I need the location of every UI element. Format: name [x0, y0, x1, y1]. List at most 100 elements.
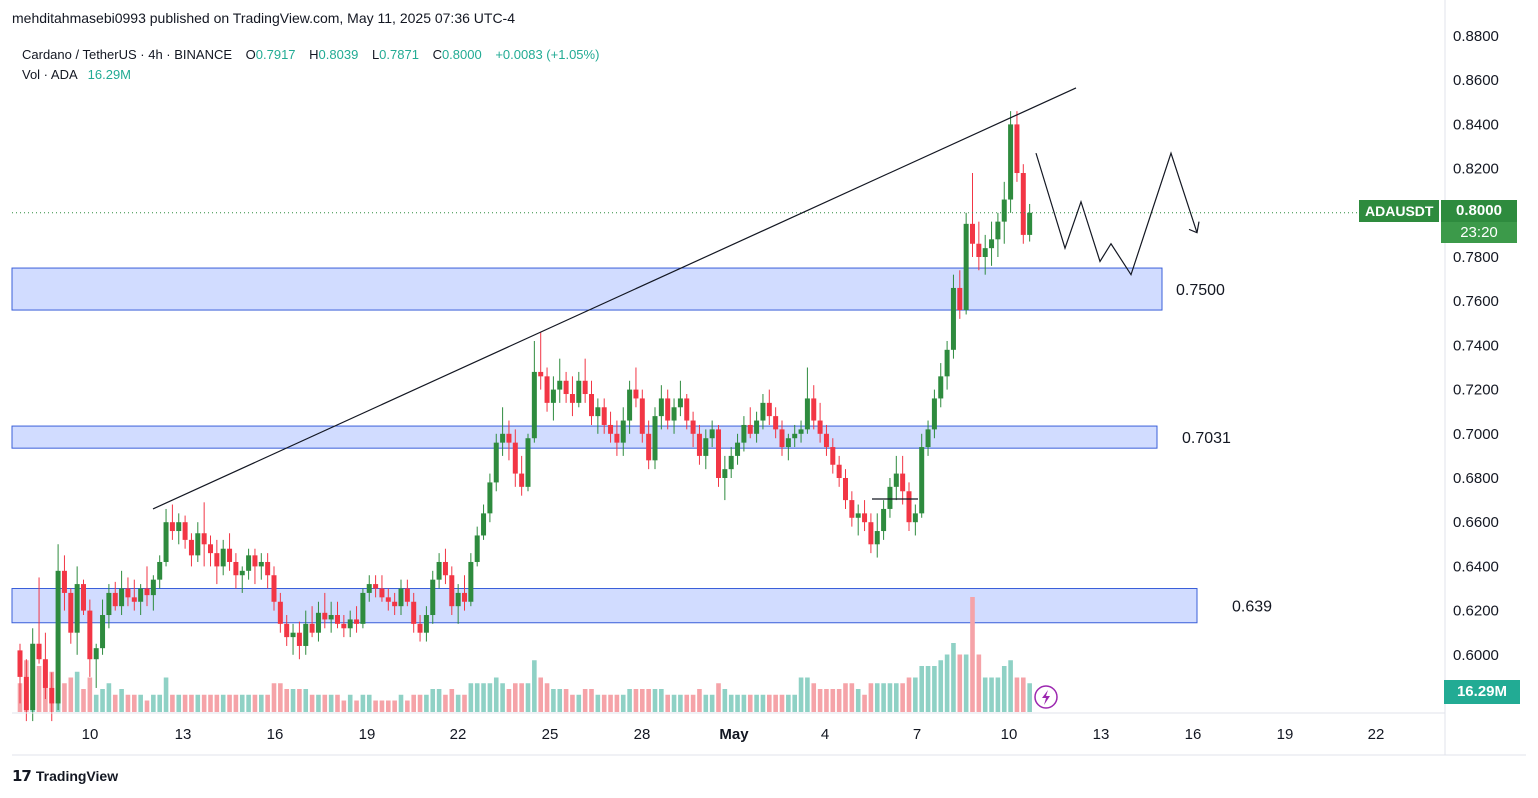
volume-bar	[112, 694, 118, 712]
legend-volume-row: Vol · ADA 16.29M	[22, 65, 599, 85]
volume-bar	[938, 660, 944, 712]
candle-body	[849, 500, 855, 518]
candle-body	[68, 592, 74, 633]
candle-body	[601, 407, 607, 425]
volume-bar	[709, 694, 715, 712]
legend-symbol: Cardano / TetherUS · 4h · BINANCE	[22, 47, 233, 62]
volume-bar	[309, 694, 315, 712]
candle-body	[944, 349, 950, 377]
legend-high-label: H	[309, 47, 319, 62]
candle-body	[773, 416, 779, 430]
time-tick-label: May	[719, 726, 749, 743]
candle-body	[957, 287, 963, 311]
candle-body	[125, 588, 131, 598]
volume-bar	[392, 700, 397, 712]
support-zone	[11, 588, 1198, 624]
volume-bar	[195, 694, 201, 712]
footer-brand[interactable]: 17 TradingView	[12, 767, 118, 785]
time-tick-label: 16	[267, 726, 284, 743]
candle-body	[252, 555, 258, 567]
volume-bar	[659, 689, 664, 712]
volume-bar	[798, 677, 804, 712]
volume-bar	[792, 694, 797, 712]
volume-bar	[563, 689, 569, 712]
candle-body	[881, 508, 887, 532]
volume-bar	[690, 694, 696, 712]
legend-open: 0.7917	[255, 47, 296, 62]
price-tick-label: 0.6400	[1453, 558, 1499, 575]
volume-bar	[297, 689, 302, 712]
volume-bar	[843, 683, 848, 712]
volume-bar	[538, 677, 543, 712]
candle-body	[823, 433, 829, 448]
price-tick-label: 0.7200	[1453, 382, 1499, 399]
price-tick-label: 0.7800	[1453, 249, 1499, 266]
candle-body	[620, 420, 626, 443]
time-tick-label: 13	[175, 726, 192, 743]
candle-body	[893, 473, 899, 487]
candle-body	[576, 380, 582, 403]
volume-bar	[259, 694, 264, 712]
candle-body	[265, 561, 271, 576]
time-tick-label: 10	[1001, 726, 1018, 743]
candle-body	[792, 433, 798, 439]
candle-body	[671, 407, 677, 421]
candle-body	[595, 407, 601, 417]
volume-bar	[633, 689, 639, 712]
volume-bar	[366, 694, 372, 712]
support-zone	[11, 267, 1163, 311]
candle-body	[519, 473, 525, 487]
candle-body	[500, 433, 506, 443]
volume-bar	[582, 689, 588, 712]
candle-body	[995, 221, 1001, 240]
volume-bar	[957, 654, 963, 712]
volume-bar	[214, 694, 220, 712]
volume-bar	[1001, 666, 1007, 712]
candle-body	[627, 389, 633, 421]
candle-body	[646, 433, 652, 461]
volume-bar	[773, 694, 778, 712]
volume-bar	[919, 666, 924, 712]
candle-body	[1014, 124, 1020, 174]
candle-body	[423, 615, 429, 633]
zones-layer: 0.7500 0.7031 0.639	[11, 267, 1272, 624]
volume-bar	[354, 700, 359, 712]
volume-bar	[208, 694, 213, 712]
time-tick-label: 7	[913, 726, 921, 743]
candle-body	[449, 575, 455, 607]
volume-bar	[811, 683, 817, 712]
volume-bar	[830, 689, 836, 712]
volume-bar	[328, 694, 334, 712]
volume-bar	[951, 643, 956, 712]
volume-bar	[252, 694, 258, 712]
candle-body	[436, 561, 442, 580]
candle-body	[392, 601, 398, 607]
volume-bar	[474, 683, 480, 712]
candle-body	[481, 513, 487, 536]
candle-body	[785, 438, 791, 448]
candle-body	[906, 491, 912, 523]
volume-bar	[290, 689, 296, 712]
price-tick-label: 0.8400	[1453, 116, 1499, 133]
volume-bar	[735, 694, 740, 712]
volume-bar	[100, 689, 105, 712]
candle-body	[766, 402, 772, 417]
candle-body	[887, 486, 893, 509]
candle-body	[315, 612, 321, 633]
volume-bar	[722, 689, 728, 712]
volume-bar	[595, 694, 601, 712]
price-tick-label: 0.6000	[1453, 647, 1499, 664]
candle-body	[417, 623, 423, 633]
candle-body	[163, 522, 169, 562]
candle-body	[798, 429, 804, 434]
volume-bar	[373, 700, 378, 712]
volume-bar	[493, 677, 499, 712]
candle-body	[550, 389, 556, 403]
time-tick-label: 10	[82, 726, 99, 743]
candle-body	[868, 522, 874, 545]
volume-bar	[963, 654, 969, 712]
volume-bar	[411, 694, 416, 712]
volume-bar	[322, 694, 328, 712]
candle-body	[87, 610, 93, 660]
